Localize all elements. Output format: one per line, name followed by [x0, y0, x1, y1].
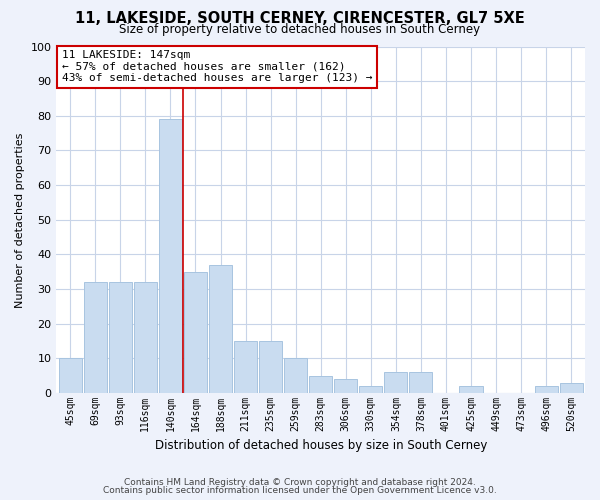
Bar: [385, 372, 407, 393]
Bar: [535, 386, 557, 393]
Bar: [234, 341, 257, 393]
Bar: [334, 380, 357, 393]
Bar: [409, 372, 433, 393]
Bar: [309, 376, 332, 393]
Bar: [359, 386, 382, 393]
Text: Contains public sector information licensed under the Open Government Licence v3: Contains public sector information licen…: [103, 486, 497, 495]
Bar: [209, 265, 232, 393]
Bar: [560, 382, 583, 393]
Y-axis label: Number of detached properties: Number of detached properties: [15, 132, 25, 308]
Bar: [59, 358, 82, 393]
Bar: [134, 282, 157, 393]
Bar: [259, 341, 282, 393]
Text: Contains HM Land Registry data © Crown copyright and database right 2024.: Contains HM Land Registry data © Crown c…: [124, 478, 476, 487]
X-axis label: Distribution of detached houses by size in South Cerney: Distribution of detached houses by size …: [155, 440, 487, 452]
Bar: [159, 120, 182, 393]
Bar: [184, 272, 207, 393]
Bar: [284, 358, 307, 393]
Text: Size of property relative to detached houses in South Cerney: Size of property relative to detached ho…: [119, 22, 481, 36]
Bar: [109, 282, 132, 393]
Bar: [460, 386, 482, 393]
Text: 11, LAKESIDE, SOUTH CERNEY, CIRENCESTER, GL7 5XE: 11, LAKESIDE, SOUTH CERNEY, CIRENCESTER,…: [75, 11, 525, 26]
Text: 11 LAKESIDE: 147sqm
← 57% of detached houses are smaller (162)
43% of semi-detac: 11 LAKESIDE: 147sqm ← 57% of detached ho…: [62, 50, 372, 83]
Bar: [84, 282, 107, 393]
